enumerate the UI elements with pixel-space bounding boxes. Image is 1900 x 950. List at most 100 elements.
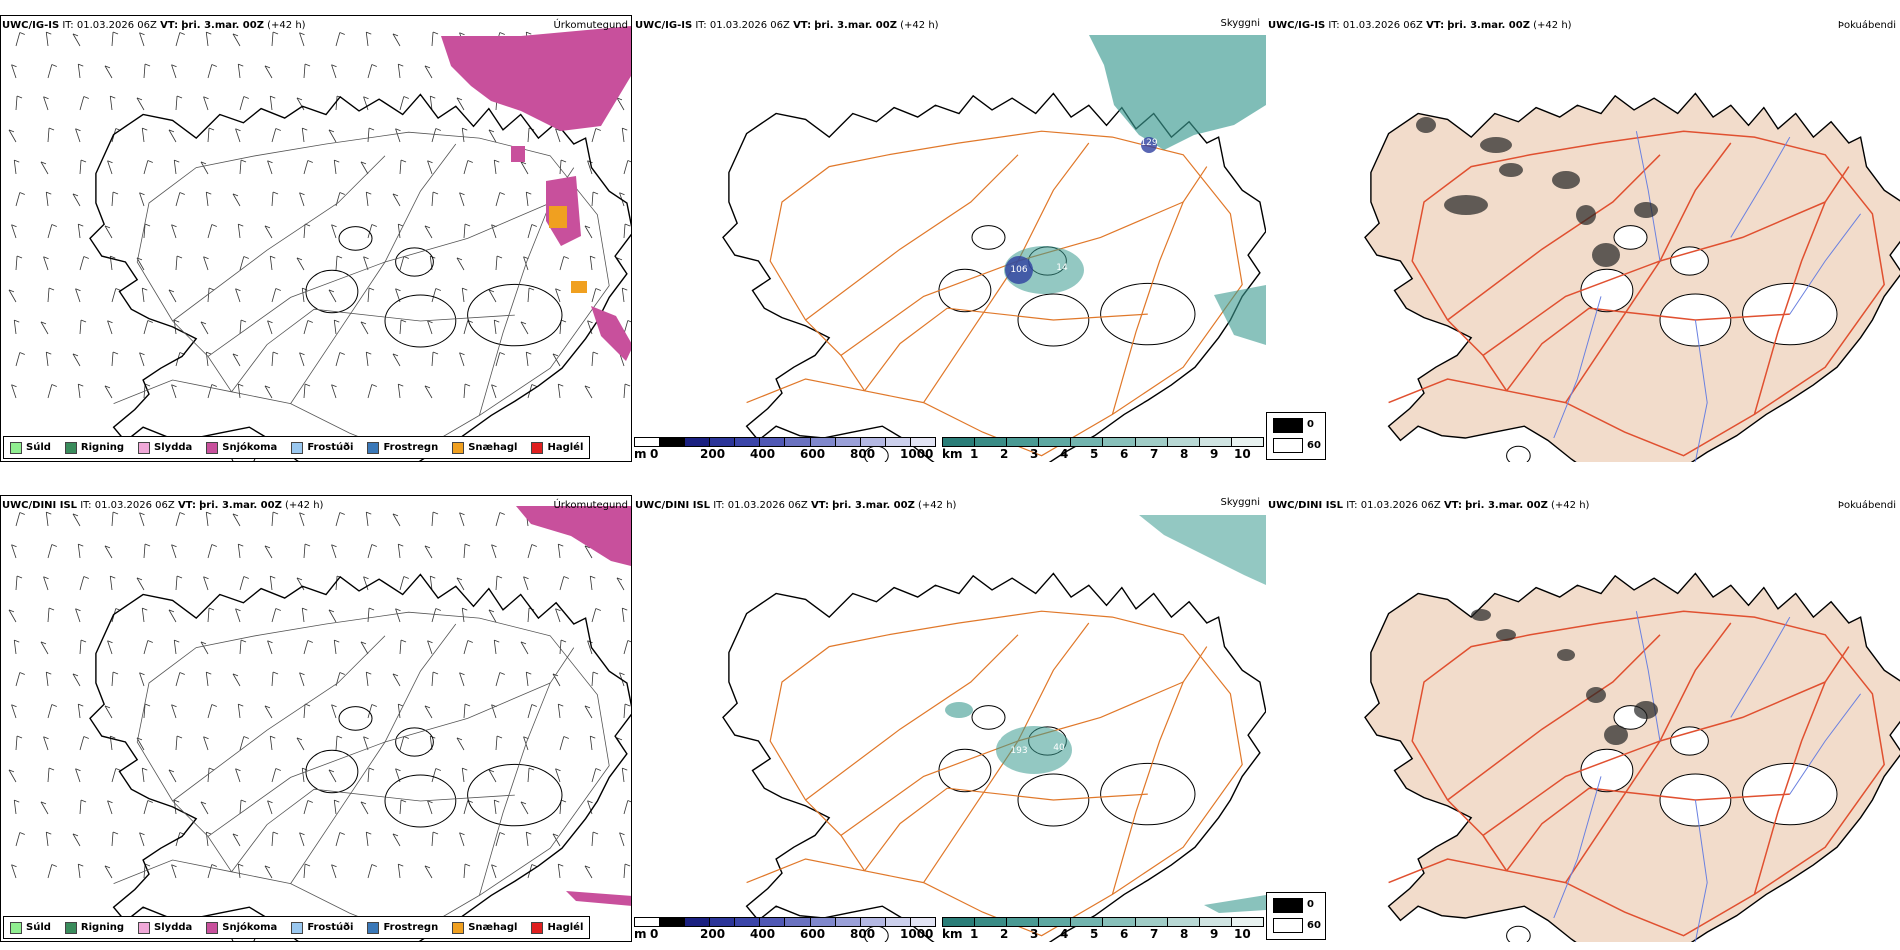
wind-barb: [303, 800, 309, 815]
wind-barb: [591, 352, 594, 367]
legend-label: Snjókoma: [222, 442, 278, 453]
wind-barb: [139, 672, 145, 687]
road-line: [1753, 166, 1850, 415]
wind-barb: [232, 513, 241, 527]
glacier-outline: [305, 749, 359, 794]
wind-barb-tick: [334, 639, 340, 643]
wind-barb-tick: [176, 575, 183, 579]
wind-barb-tick: [403, 256, 409, 259]
wind-barb-tick: [435, 608, 441, 611]
colorbar-tick-label: 7: [1150, 927, 1159, 941]
wind-barb: [587, 800, 593, 815]
wind-barb-tick: [616, 97, 623, 101]
wind-barb-tick: [232, 673, 239, 677]
wind-barb-tick: [11, 704, 17, 708]
wind-barb-tick: [179, 32, 185, 35]
wind-barb: [463, 640, 469, 655]
wind-barb-tick: [144, 543, 151, 547]
glacier-outline: [938, 268, 992, 313]
wind-barb: [299, 352, 305, 367]
legend-label: Rigning: [80, 442, 125, 453]
wind-barb-tick: [211, 704, 217, 707]
wind-barb-tick: [395, 128, 401, 132]
glacier-outline: [467, 283, 563, 347]
colorbar-segment: [1199, 918, 1232, 926]
wind-barb-tick: [142, 607, 148, 611]
wind-barb: [303, 864, 306, 879]
wind-barb-tick: [371, 384, 377, 387]
wind-barb: [13, 800, 17, 815]
wind-barb-tick: [235, 128, 241, 132]
fog-intensity-spot: [1552, 171, 1580, 189]
wind-barb: [491, 384, 497, 399]
wind-barb-tick: [555, 288, 561, 292]
station-value-label: 14: [1056, 263, 1068, 273]
wind-barb-tick: [331, 544, 337, 548]
colorbar-segment: [885, 918, 911, 926]
wind-barb: [239, 576, 245, 591]
colorbar-unit: m: [634, 927, 647, 941]
wind-barb: [431, 192, 434, 207]
wind-barb: [47, 704, 53, 719]
wind-barb: [104, 225, 113, 239]
road-line: [864, 307, 1148, 392]
wind-barb: [235, 128, 241, 143]
wind-barb: [495, 352, 501, 367]
wind-barb-tick: [272, 511, 279, 515]
wind-barb: [427, 160, 433, 175]
colorbar-tick-label: 200: [700, 927, 726, 941]
wind-barb-tick: [363, 736, 369, 740]
wind-barb-tick: [78, 383, 84, 387]
wind-barb: [203, 576, 209, 591]
glacier-outline: [338, 226, 373, 251]
wind-barb-tick: [19, 672, 25, 675]
wind-barb-tick: [360, 161, 367, 165]
wind-barb: [623, 800, 629, 815]
wind-barb: [367, 288, 370, 303]
wind-barb-tick: [243, 736, 249, 739]
wind-barb: [557, 864, 561, 879]
colorbar-tick-label: 600: [800, 447, 826, 461]
wind-barb-tick: [499, 352, 505, 355]
wind-barb-tick: [40, 641, 47, 645]
wind-barb: [271, 768, 277, 783]
wind-barb: [616, 577, 625, 591]
wind-barb: [171, 544, 177, 559]
wind-barb-tick: [584, 385, 591, 389]
wind-barb: [271, 192, 274, 207]
wind-barb: [559, 576, 565, 591]
wind-barb-tick: [240, 639, 247, 643]
wind-barb: [459, 832, 465, 847]
wind-barb-tick: [83, 256, 89, 259]
wind-barb-tick: [206, 511, 212, 515]
wind-barb: [15, 736, 18, 751]
wind-barb-tick: [75, 768, 81, 772]
wind-barb-tick: [14, 319, 20, 323]
wind-barb-tick: [232, 33, 239, 37]
wind-barb-tick: [243, 256, 249, 259]
wind-barb-tick: [304, 543, 311, 547]
wind-barb: [584, 225, 593, 239]
wind-barb-tick: [462, 607, 468, 611]
wind-barb-tick: [619, 832, 625, 836]
wind-barb: [75, 128, 81, 143]
fog-intensity-spot: [1634, 701, 1658, 719]
wind-barb-tick: [136, 97, 143, 101]
wind-barb-tick: [112, 671, 119, 675]
wind-barb: [8, 609, 17, 623]
wind-barb: [11, 64, 17, 79]
wind-barb: [584, 385, 593, 399]
road-line: [113, 131, 610, 458]
wind-barb: [207, 544, 213, 559]
wind-barb: [301, 608, 305, 623]
wind-barb: [459, 672, 465, 687]
wind-barb-tick: [299, 832, 305, 836]
wind-barb-tick: [144, 863, 151, 867]
wind-barb: [360, 801, 369, 815]
wind-barb-tick: [526, 831, 532, 835]
wind-barb: [47, 288, 50, 303]
road-line: [864, 787, 1148, 872]
wind-barb: [47, 224, 53, 239]
wind-barb: [13, 160, 17, 175]
wind-barb-tick: [40, 801, 47, 805]
